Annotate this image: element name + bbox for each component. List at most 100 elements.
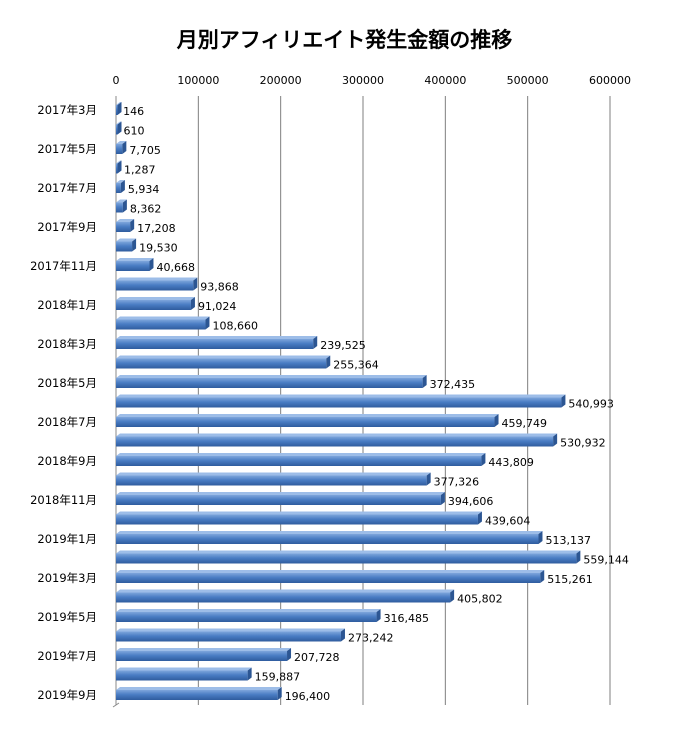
bar-front-face xyxy=(116,514,478,525)
bar-front-face xyxy=(116,163,118,174)
x-tick-label: 400000 xyxy=(424,74,466,87)
bar xyxy=(116,589,455,603)
bar xyxy=(116,121,122,135)
y-category-label: 2019年7月 xyxy=(37,649,97,663)
x-tick-label: 500000 xyxy=(507,74,549,87)
data-label: 196,400 xyxy=(285,690,331,703)
bar-top-face xyxy=(116,355,331,359)
bar-end-face xyxy=(340,628,345,642)
bar-top-face xyxy=(116,336,318,339)
bar-end-face xyxy=(130,219,135,232)
bar-end-face xyxy=(193,277,198,291)
bar-front-face xyxy=(116,105,118,115)
bar-top-face xyxy=(116,628,345,632)
bar-front-face xyxy=(116,280,194,291)
bar xyxy=(116,453,486,466)
bar-end-face xyxy=(576,550,581,564)
bar-end-face xyxy=(561,394,566,408)
bar-top-face xyxy=(116,453,486,456)
bar-front-face xyxy=(116,690,278,700)
bar-front-face xyxy=(116,144,123,154)
bar xyxy=(116,316,210,330)
bar-front-face xyxy=(116,339,314,349)
data-label: 93,868 xyxy=(200,281,239,294)
bar xyxy=(116,433,558,447)
bar xyxy=(116,570,545,583)
data-label: 443,809 xyxy=(488,456,533,469)
bar-end-face xyxy=(540,570,545,583)
bar xyxy=(116,141,127,154)
bar-front-face xyxy=(116,651,288,661)
data-label: 513,137 xyxy=(545,534,591,547)
bar-end-face xyxy=(149,258,154,271)
bar xyxy=(116,609,381,622)
bar-front-face xyxy=(116,670,248,681)
bar-front-face xyxy=(116,573,541,583)
bar xyxy=(116,492,445,505)
data-label: 610 xyxy=(124,125,145,138)
data-label: 19,530 xyxy=(139,242,178,255)
y-axis-labels: 2017年3月 2017年5月 2017年7月 2017年9月 2017年11月 2018… xyxy=(30,103,97,702)
data-label: 273,242 xyxy=(348,632,394,645)
bar-front-face xyxy=(116,222,131,232)
bar-end-face xyxy=(376,609,381,622)
bar xyxy=(116,199,127,213)
data-label: 8,362 xyxy=(130,203,162,216)
bar-front-face xyxy=(116,261,150,271)
data-label: 405,802 xyxy=(457,593,503,606)
bar-front-face xyxy=(116,417,495,427)
bar xyxy=(116,238,137,252)
bar-top-face xyxy=(116,609,381,612)
y-category-label: 2018年9月 xyxy=(37,454,97,468)
y-category-label: 2018年1月 xyxy=(37,298,97,312)
bar xyxy=(116,355,331,369)
bar-end-face xyxy=(422,375,427,388)
x-tick-label: 300000 xyxy=(342,74,384,87)
bar xyxy=(116,648,292,661)
bar-end-face xyxy=(553,433,558,447)
bar-front-face xyxy=(116,300,191,310)
y-category-label: 2017年7月 xyxy=(37,181,97,195)
bars xyxy=(116,102,581,700)
bar-end-face xyxy=(426,472,431,486)
y-category-label: 2019年5月 xyxy=(37,610,97,624)
data-label: 515,261 xyxy=(547,573,593,586)
bar-top-face xyxy=(116,472,431,476)
bar-top-face xyxy=(116,297,195,300)
data-label: 17,208 xyxy=(137,222,176,235)
bar-front-face xyxy=(116,124,118,135)
bar-front-face xyxy=(116,378,423,388)
x-tick-label: 100000 xyxy=(177,74,219,87)
bar xyxy=(116,511,482,525)
bar-front-face xyxy=(116,183,121,193)
y-category-label: 2017年9月 xyxy=(37,220,97,234)
bar xyxy=(116,687,282,700)
bar-top-face xyxy=(116,375,427,378)
data-label: 559,144 xyxy=(583,554,629,567)
bar xyxy=(116,219,135,232)
chart-title: 月別アフィリエイト発生金額の推移 xyxy=(176,28,513,52)
y-category-label: 2018年5月 xyxy=(37,376,97,390)
bar-top-face xyxy=(116,667,252,671)
bar-end-face xyxy=(481,453,486,466)
data-label: 239,525 xyxy=(320,339,366,352)
bar-end-face xyxy=(477,511,482,525)
x-axis-ticks: 0 100000 200000 300000 400000 500000 600000 xyxy=(113,74,632,87)
data-label: 377,326 xyxy=(434,476,480,489)
bar xyxy=(116,667,252,681)
bar-end-face xyxy=(122,141,127,154)
data-labels: 146 610 7,705 1,287 5,934 8,362 17,208 19,530 40… xyxy=(123,105,629,703)
bar-end-face xyxy=(190,297,195,310)
bar-end-face xyxy=(538,531,543,544)
bar-front-face xyxy=(116,436,554,447)
bar-top-face xyxy=(116,219,135,222)
bar-end-face xyxy=(117,121,122,135)
bar-top-face xyxy=(116,511,482,515)
y-category-label: 2019年9月 xyxy=(37,688,97,702)
bar xyxy=(116,297,195,310)
bar xyxy=(116,414,499,427)
bar-top-face xyxy=(116,531,543,534)
bar-front-face xyxy=(116,534,539,544)
bar xyxy=(116,394,566,408)
bar-top-face xyxy=(116,414,499,417)
